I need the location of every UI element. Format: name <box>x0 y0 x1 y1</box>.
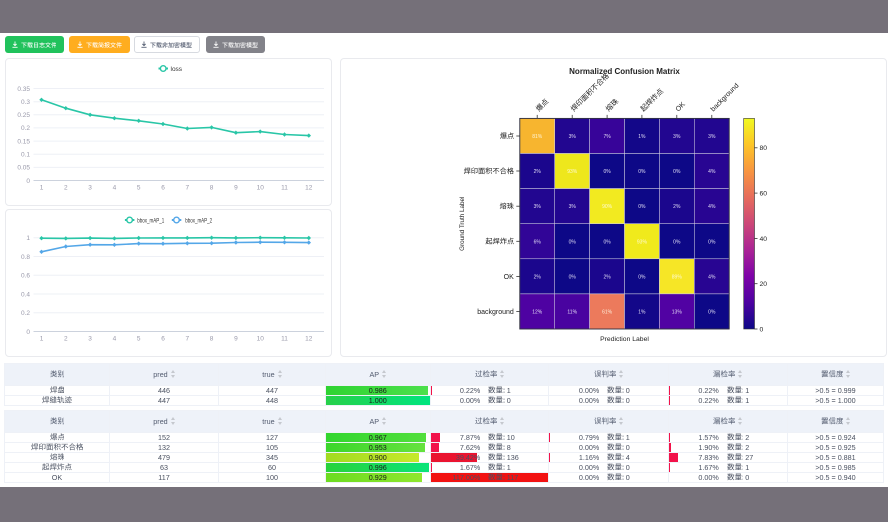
svg-text:0.6: 0.6 <box>20 273 29 280</box>
svg-text:1%: 1% <box>638 134 646 140</box>
svg-text:8: 8 <box>209 184 213 191</box>
svg-text:11%: 11% <box>567 309 577 315</box>
svg-text:0%: 0% <box>673 169 681 175</box>
svg-text:background: background <box>709 82 740 113</box>
svg-text:0%: 0% <box>673 239 681 245</box>
svg-text:93%: 93% <box>636 239 647 245</box>
svg-text:7: 7 <box>185 184 189 191</box>
svg-text:0%: 0% <box>638 204 646 210</box>
svg-text:2%: 2% <box>533 169 541 175</box>
svg-text:1: 1 <box>39 336 43 343</box>
svg-text:3%: 3% <box>568 134 576 140</box>
svg-text:7%: 7% <box>603 134 611 140</box>
svg-text:3%: 3% <box>568 204 576 210</box>
svg-text:OK: OK <box>674 100 686 112</box>
svg-text:6: 6 <box>161 184 165 191</box>
svg-text:0%: 0% <box>708 239 716 245</box>
svg-text:5: 5 <box>136 184 140 191</box>
svg-text:0%: 0% <box>568 239 576 245</box>
svg-text:0%: 0% <box>708 309 716 315</box>
svg-text:12: 12 <box>305 184 313 191</box>
svg-text:4: 4 <box>112 184 116 191</box>
svg-text:9: 9 <box>234 184 238 191</box>
svg-text:4: 4 <box>112 336 116 343</box>
svg-text:2%: 2% <box>533 274 541 280</box>
svg-text:6: 6 <box>161 336 165 343</box>
svg-text:0.3: 0.3 <box>20 99 29 106</box>
svg-text:11: 11 <box>281 336 288 343</box>
svg-text:Prediction Label: Prediction Label <box>600 336 649 343</box>
svg-text:4%: 4% <box>708 169 716 175</box>
svg-text:0: 0 <box>26 329 30 336</box>
svg-text:3: 3 <box>88 336 92 343</box>
svg-text:60: 60 <box>759 190 767 197</box>
svg-text:2: 2 <box>63 184 67 191</box>
svg-text:0.4: 0.4 <box>20 291 29 298</box>
svg-text:20: 20 <box>759 281 767 288</box>
svg-text:2%: 2% <box>673 204 681 210</box>
svg-text:3%: 3% <box>708 134 716 140</box>
svg-text:11: 11 <box>281 184 288 191</box>
svg-text:0.25: 0.25 <box>17 112 30 119</box>
svg-text:0%: 0% <box>568 274 576 280</box>
svg-text:2: 2 <box>63 336 67 343</box>
svg-text:background: background <box>477 309 514 316</box>
svg-text:0%: 0% <box>638 274 646 280</box>
svg-text:0.8: 0.8 <box>20 254 29 261</box>
svg-text:2%: 2% <box>603 274 611 280</box>
svg-text:5: 5 <box>136 336 140 343</box>
svg-text:0.2: 0.2 <box>20 125 29 132</box>
svg-text:0: 0 <box>26 177 30 184</box>
svg-text:3%: 3% <box>673 134 681 140</box>
svg-text:3: 3 <box>88 184 92 191</box>
svg-text:bbox_mAP_1: bbox_mAP_1 <box>137 218 164 224</box>
svg-text:0%: 0% <box>603 169 611 175</box>
svg-text:12%: 12% <box>532 309 543 315</box>
svg-text:Ground Truth Label: Ground Truth Label <box>458 196 465 250</box>
svg-text:6%: 6% <box>533 239 541 245</box>
svg-text:7: 7 <box>185 336 189 343</box>
svg-text:0.15: 0.15 <box>17 138 30 145</box>
svg-text:90%: 90% <box>602 204 613 210</box>
svg-text:1: 1 <box>26 235 30 242</box>
svg-text:81%: 81% <box>532 134 543 140</box>
svg-text:40: 40 <box>759 235 767 242</box>
svg-text:93%: 93% <box>567 169 578 175</box>
svg-text:12: 12 <box>305 336 313 343</box>
svg-text:0.05: 0.05 <box>17 164 30 171</box>
svg-text:1: 1 <box>39 184 43 191</box>
svg-text:0.35: 0.35 <box>17 85 30 92</box>
svg-text:13%: 13% <box>671 309 682 315</box>
svg-text:80: 80 <box>759 145 767 152</box>
svg-text:89%: 89% <box>671 274 682 280</box>
svg-text:4%: 4% <box>708 274 716 280</box>
svg-text:10: 10 <box>256 336 264 343</box>
svg-text:4%: 4% <box>708 204 716 210</box>
svg-text:10: 10 <box>256 184 264 191</box>
svg-text:0.1: 0.1 <box>20 151 29 158</box>
svg-text:9: 9 <box>234 336 238 343</box>
svg-text:3%: 3% <box>533 204 541 210</box>
svg-text:bbox_mAP_2: bbox_mAP_2 <box>185 218 212 224</box>
svg-text:Normalized Confusion Matrix: Normalized Confusion Matrix <box>569 67 680 76</box>
svg-text:61%: 61% <box>602 309 613 315</box>
svg-text:1%: 1% <box>638 309 646 315</box>
svg-text:8: 8 <box>209 336 213 343</box>
svg-text:0%: 0% <box>603 239 611 245</box>
svg-text:0.2: 0.2 <box>20 310 29 317</box>
svg-text:0: 0 <box>759 326 763 333</box>
svg-text:OK: OK <box>503 273 513 280</box>
svg-text:0%: 0% <box>638 169 646 175</box>
svg-text:loss: loss <box>170 65 182 72</box>
